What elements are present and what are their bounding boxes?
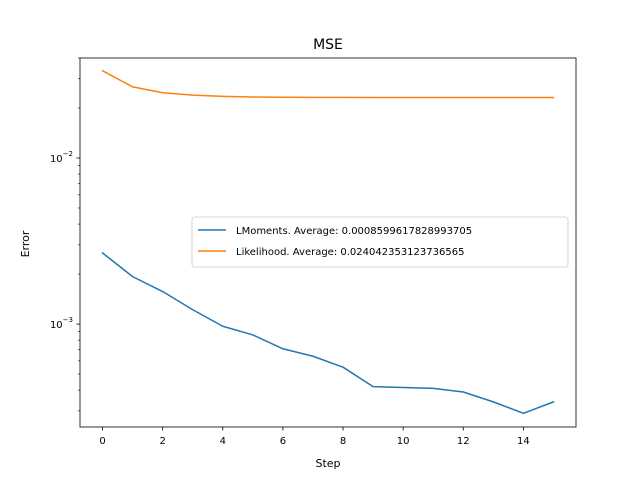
x-tick-label: 4 (220, 436, 226, 447)
plot-area: 10−3 10−2 0 2 4 6 8 10 12 14 (50, 57, 577, 447)
x-tick-label: 10 (397, 436, 410, 447)
legend-box (191, 216, 569, 268)
axes-frame (79, 57, 577, 428)
x-axis-label: Step (315, 457, 340, 470)
y-tick-label: 10−2 (50, 150, 73, 165)
y-tick-label: 10−3 (50, 316, 73, 331)
chart-title: MSE (313, 37, 343, 53)
y-axis-label: Error (19, 230, 32, 257)
x-tick-label: 6 (280, 436, 286, 447)
legend-label: Likelihood. Average: 0.02404235312373656… (236, 247, 464, 258)
x-tick-label: 14 (517, 436, 530, 447)
x-tick-label: 8 (340, 436, 346, 447)
x-tick-label: 0 (99, 436, 105, 447)
series-line-likelihood (101, 69, 555, 99)
series-line-lmoments (101, 251, 555, 415)
x-tick-label: 2 (159, 436, 165, 447)
legend-label: LMoments. Average: 0.0008599617828993705 (236, 226, 472, 237)
legend: LMoments. Average: 0.0008599617828993705… (191, 216, 569, 268)
x-tick-label: 12 (457, 436, 470, 447)
